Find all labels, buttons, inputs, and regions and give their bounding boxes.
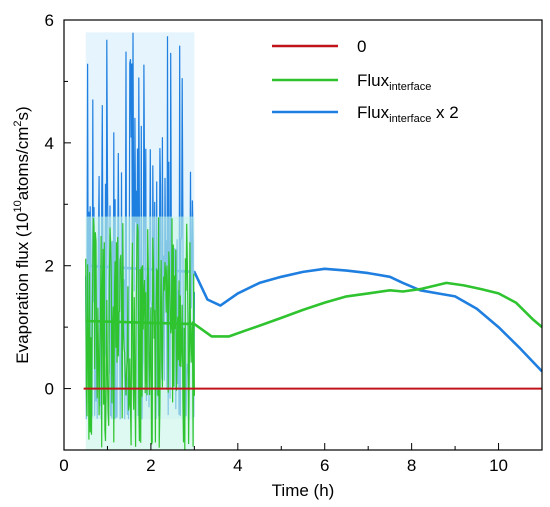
legend-label-1: Fluxinterface bbox=[357, 71, 431, 93]
x-tick-label-5: 10 bbox=[489, 456, 508, 475]
x-tick-label-3: 6 bbox=[320, 456, 329, 475]
x-tick-label-4: 8 bbox=[407, 456, 416, 475]
legend-label-0: 0 bbox=[357, 37, 366, 56]
x-tick-label-1: 2 bbox=[146, 456, 155, 475]
x-tick-label-2: 4 bbox=[233, 456, 242, 475]
series-2-line bbox=[85, 264, 542, 373]
y-axis-title-prefix: Evaporation flux (10 bbox=[13, 213, 32, 364]
x-tick-label-0: 0 bbox=[59, 456, 68, 475]
plot-frame bbox=[63, 19, 543, 451]
series-1-line bbox=[85, 281, 542, 338]
series-layer bbox=[83, 32, 542, 450]
y-tick-label-0: 0 bbox=[45, 380, 54, 399]
y-axis-title: Evaporation flux (1010atoms/cm2s) bbox=[12, 106, 32, 363]
y-axis-title-sq: 2 bbox=[12, 120, 24, 126]
series-1 bbox=[85, 216, 542, 450]
legend-label-2: Fluxinterface x 2 bbox=[357, 103, 459, 125]
y-axis-title-mid: atoms/cm bbox=[13, 127, 32, 201]
series-1-noise-line bbox=[85, 217, 195, 450]
legend: 0 Fluxinterface Fluxinterface x 2 bbox=[272, 37, 459, 125]
ticks-layer: 0 2 4 6 8 10 0 2 4 6 bbox=[45, 11, 508, 475]
x-axis-title: Time (h) bbox=[272, 481, 335, 500]
y-tick-label-3: 6 bbox=[45, 11, 54, 30]
y-axis-title-exp: 10 bbox=[12, 200, 24, 212]
y-tick-label-2: 4 bbox=[45, 134, 54, 153]
y-axis-title-suffix: s) bbox=[13, 106, 32, 120]
y-tick-label-1: 2 bbox=[45, 257, 54, 276]
